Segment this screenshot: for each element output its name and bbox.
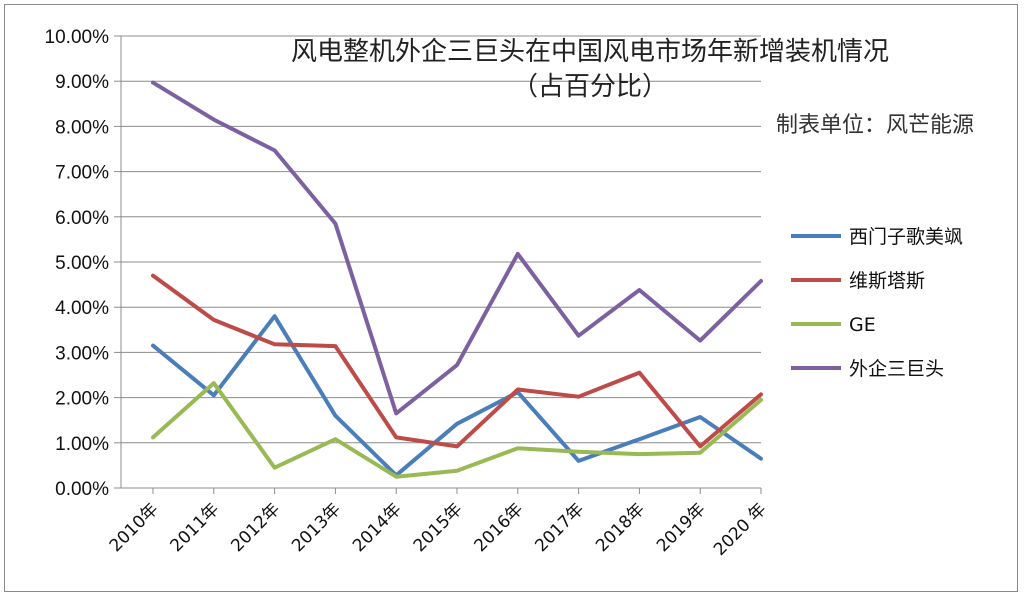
y-tick-label: 7.00% [55,163,109,184]
series-line-0 [151,314,763,478]
y-tick-label: 10.00% [45,27,110,48]
line-chart: 0.00% 1.00% 2.00% 3.00% 4.00% 5.00% 6.00% 7.00%… [45,27,974,560]
x-tick-label: 2020 年 [710,499,771,560]
series-line-1 [151,273,763,449]
x-tick-label: 2017年 [531,499,588,556]
y-tick-label: 4.00% [55,298,109,319]
y-tick-label: 8.00% [55,117,109,138]
gridlines [121,35,761,444]
x-tick-label: 2015年 [410,499,467,556]
chart-title-line1: 风电整机外企三巨头在中国风电市场年新增装机情况 [291,37,889,67]
y-tick-label: 3.00% [55,343,109,364]
y-tick-label: 0.00% [55,479,109,500]
series-lines [151,80,763,479]
y-tick-labels: 0.00% 1.00% 2.00% 3.00% 4.00% 5.00% 6.00% 7.00%… [45,27,110,500]
x-tick-label: 2014年 [349,499,406,556]
x-tick-label: 2010年 [106,499,163,556]
axes [114,35,762,494]
y-tick-label: 2.00% [55,389,109,410]
y-tick-label: 1.00% [55,434,109,455]
series-line-2 [151,381,763,479]
y-tick-label: 9.00% [55,72,109,93]
unit-note: 制表单位：风芒能源 [776,113,974,138]
x-tick-label: 2016年 [471,499,528,556]
legend-label-ge: GE [849,314,876,336]
chart-title-line2: （占百分比） [512,72,668,102]
x-tick-labels: 2010年 2011年 2012年 2013年 2014年 2015年 2016年 2017年… [106,499,771,560]
x-tick-label: 2012年 [227,499,284,556]
y-tick-label: 5.00% [55,253,109,274]
legend-label-big-three: 外企三巨头 [849,358,944,380]
x-tick-label: 2013年 [288,499,345,556]
series-line-3 [151,80,763,416]
x-tick-label: 2019年 [653,499,710,556]
legend-label-siemens-gamesa: 西门子歌美飒 [849,226,963,248]
x-tick-label: 2018年 [592,499,649,556]
x-tick-label: 2011年 [167,499,224,556]
legend: 西门子歌美飒 维斯塔斯 GE 外企三巨头 [791,226,963,380]
y-tick-label: 6.00% [55,208,109,229]
chart-frame: 0.00% 1.00% 2.00% 3.00% 4.00% 5.00% 6.00% 7.00%… [4,4,1018,592]
legend-label-vestas: 维斯塔斯 [849,270,925,292]
